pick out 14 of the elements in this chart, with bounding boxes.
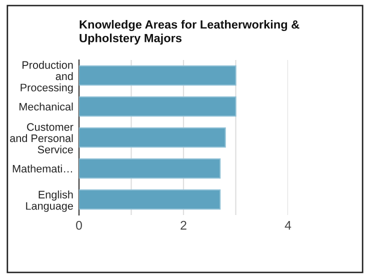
y-tick-label: Mechanical <box>20 102 73 111</box>
chart-title: Knowledge Areas for Leatherworking & Upholstery Majors <box>80 20 300 45</box>
bar <box>79 127 226 148</box>
bar <box>79 96 236 117</box>
x-tick-label: 0 <box>76 220 82 230</box>
x-tick-label: 4 <box>284 221 292 230</box>
bar <box>79 158 221 179</box>
y-tick-label: Mathemati… <box>12 164 72 173</box>
y-tick-label: English Language <box>26 190 73 212</box>
x-tick-label: 2 <box>180 220 186 230</box>
y-tick-label: Production and Processing <box>20 60 73 94</box>
bar <box>79 65 236 86</box>
bar <box>79 189 221 210</box>
y-tick-label: Customer and Personal Service <box>10 123 74 154</box>
